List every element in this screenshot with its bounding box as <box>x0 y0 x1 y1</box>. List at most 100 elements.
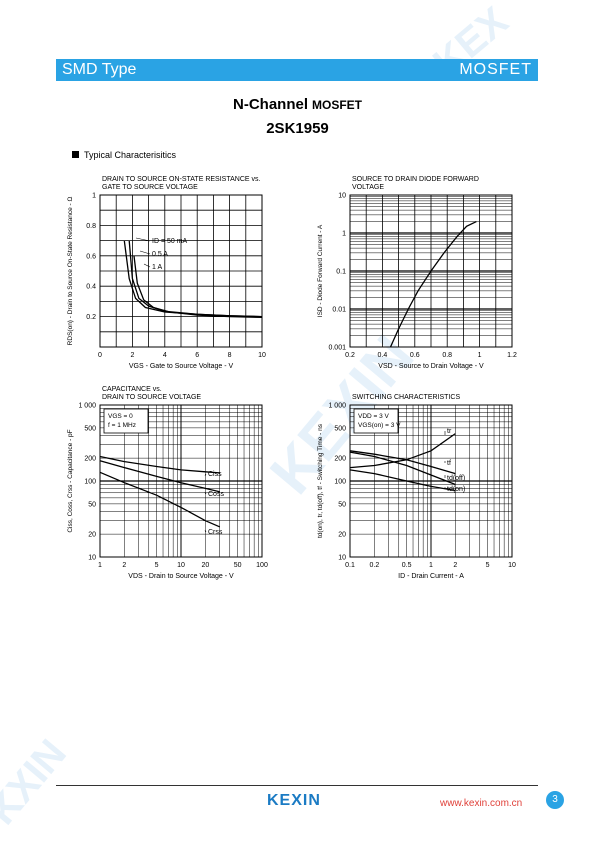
y-tick-label: 1 000 <box>328 403 346 410</box>
y-axis-label: td(on), tr, td(off), tf - Switching Time… <box>317 423 324 538</box>
y-tick-label: 500 <box>334 425 346 432</box>
y-tick-label: 500 <box>84 425 96 432</box>
x-tick-label: 8 <box>228 352 232 359</box>
plot-frame <box>349 404 513 558</box>
y-tick-label: 50 <box>338 501 346 508</box>
y-tick-label: 10 <box>338 555 346 562</box>
series-line <box>349 450 456 475</box>
chart-rds-vs-vgs: 0 2 4 6 8 10 0.2 0.4 0.6 0.8 1 DRAIN TO SOURCE ON-S… <box>67 176 266 370</box>
condition-label: VGS = 0 <box>108 413 133 420</box>
x-tick-label: 50 <box>234 562 242 569</box>
series-line <box>349 469 456 492</box>
series-label: Crss <box>208 529 223 536</box>
series-label: td(off) <box>447 475 465 482</box>
series-label: Ciss <box>208 471 222 478</box>
series-line <box>99 471 220 528</box>
x-axis-label: VGS - Gate to Source Voltage - V <box>129 363 234 370</box>
plot-frame <box>349 194 513 348</box>
series-line <box>99 455 220 474</box>
series-line <box>133 255 263 319</box>
series-line <box>349 433 456 469</box>
chart-diode-forward: 0.2 0.4 0.6 0.8 1 1.2 0.001 0.01 0.1 1 10 SOURCE TO… <box>317 176 517 370</box>
y-tick-label: 20 <box>88 532 96 539</box>
x-tick-label: 1.2 <box>507 352 517 359</box>
condition-label: f = 1 MHz <box>108 422 136 429</box>
series-line <box>349 451 456 486</box>
y-tick-label: 0.2 <box>86 314 96 321</box>
y-tick-label: 0.001 <box>328 345 346 352</box>
series-label: 1 A <box>152 264 162 271</box>
series-label: 0.5 A <box>152 251 168 258</box>
chart-title: GATE TO SOURCE VOLTAGE <box>102 184 198 191</box>
label-leader <box>143 263 151 268</box>
x-tick-label: 0 <box>98 352 102 359</box>
chart-capacitance: 1 2 5 10 20 50 100 10 20 50 100 200 500 1 000 CAPACITA… <box>67 386 268 580</box>
x-tick-label: 20 <box>201 562 209 569</box>
y-tick-label: 0.8 <box>86 223 96 230</box>
x-tick-label: 0.5 <box>402 562 412 569</box>
chart-title: VOLTAGE <box>352 184 384 191</box>
y-tick-label: 0.01 <box>332 307 346 314</box>
x-tick-label: 4 <box>163 352 167 359</box>
doc-title: N-Channel MOSFET <box>0 96 595 113</box>
y-tick-label: 200 <box>334 456 346 463</box>
x-tick-label: 5 <box>486 562 490 569</box>
x-tick-label: 0.2 <box>370 562 380 569</box>
chart-title: SWITCHING CHARACTERISTICS <box>352 394 460 401</box>
chart-switching: 0.1 0.2 0.5 1 2 5 10 10 20 50 100 200 500 1 000 SWITCH… <box>317 394 516 580</box>
x-tick-label: 1 <box>429 562 433 569</box>
footer-url[interactable]: www.kexin.com.cn <box>440 798 523 809</box>
x-tick-label: 0.4 <box>378 352 388 359</box>
page-number: 3 <box>546 791 564 809</box>
condition-label: VGS(on) = 3 V <box>358 422 401 429</box>
y-tick-label: 1 <box>342 231 346 238</box>
series-label: ID = 50 mA <box>152 238 188 245</box>
y-tick-label: 10 <box>338 193 346 200</box>
y-tick-label: 100 <box>334 479 346 486</box>
x-tick-label: 0.8 <box>442 352 452 359</box>
label-leader <box>204 473 207 477</box>
conditions-box <box>353 408 399 434</box>
x-tick-label: 0.6 <box>410 352 420 359</box>
x-tick-label: 10 <box>508 562 516 569</box>
series-label: td(on) <box>447 486 465 493</box>
series-line <box>389 221 477 348</box>
footer-rule <box>56 785 538 786</box>
x-tick-label: 2 <box>453 562 457 569</box>
y-tick-label: 100 <box>84 479 96 486</box>
watermark: KXIN <box>0 731 75 833</box>
kexin-logo: KEXIN <box>267 792 321 809</box>
series-line <box>99 460 220 493</box>
y-tick-label: 20 <box>338 532 346 539</box>
header-category: MOSFET <box>459 61 532 78</box>
y-tick-label: 10 <box>88 555 96 562</box>
y-tick-label: 0.4 <box>86 284 96 291</box>
chart-title: CAPACITANCE vs. <box>102 386 162 393</box>
title-line1: N-Channel <box>233 96 308 113</box>
y-tick-label: 200 <box>84 456 96 463</box>
x-tick-label: 0.2 <box>345 352 355 359</box>
y-axis-label: Ciss, Coss, Crss - Capacitance - pF <box>67 429 74 532</box>
series-label: tr <box>447 428 452 435</box>
label-leader <box>204 491 207 495</box>
part-number: 2SK1959 <box>266 120 329 137</box>
header-type: SMD Type <box>62 61 137 78</box>
bullet-square-icon <box>72 151 79 158</box>
series-line <box>123 240 263 318</box>
y-tick-label: 0.1 <box>336 269 346 276</box>
x-tick-label: 100 <box>256 562 268 569</box>
chart-title: SOURCE TO DRAIN DIODE FORWARD <box>352 176 479 183</box>
y-axis-label: RDS(on) - Drain to Source On-State Resis… <box>67 197 74 346</box>
y-tick-label: 50 <box>88 501 96 508</box>
x-tick-label: 2 <box>130 352 134 359</box>
label-leader <box>139 250 151 255</box>
series-line <box>128 240 263 318</box>
chart-title: DRAIN TO SOURCE VOLTAGE <box>102 394 201 401</box>
condition-label: VDD = 3 V <box>358 413 390 420</box>
x-tick-label: 2 <box>122 562 126 569</box>
x-tick-label: 10 <box>258 352 266 359</box>
y-tick-label: 0.6 <box>86 253 96 260</box>
y-tick-label: 1 <box>92 193 96 200</box>
x-tick-label: 0.1 <box>345 562 355 569</box>
chart-title: DRAIN TO SOURCE ON-STATE RESISTANCE vs. <box>102 176 260 183</box>
